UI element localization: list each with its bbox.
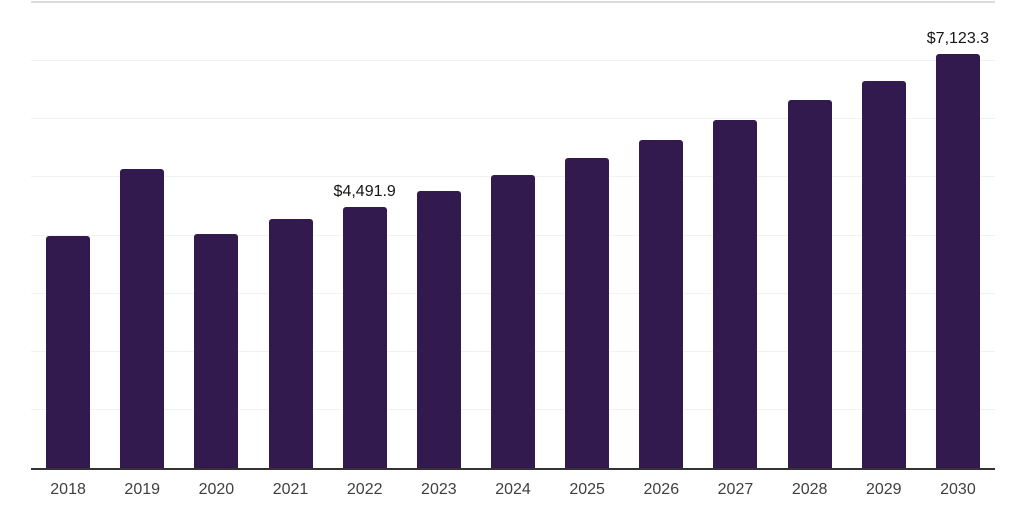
x-tick-2022: 2022 (346, 481, 383, 498)
x-tick-2026: 2026 (643, 481, 680, 498)
x-tick-2019: 2019 (124, 481, 161, 498)
x-tick-2030: 2030 (940, 481, 976, 498)
bar-2028 (787, 99, 832, 468)
bar-2026 (639, 140, 684, 468)
x-tick-2024: 2024 (495, 481, 531, 498)
x-tick-2028: 2028 (791, 481, 828, 498)
bar-2029 (861, 80, 906, 468)
x-tick-2018: 2018 (50, 481, 86, 498)
bar-2023 (416, 191, 461, 468)
gridline-6000 (31, 118, 995, 120)
x-tick-2020: 2020 (198, 481, 235, 498)
x-tick-2029: 2029 (865, 481, 902, 498)
bar-2030 (935, 53, 980, 468)
gridline-7000 (31, 60, 995, 62)
value-label-2022: $4,491.9 (333, 182, 396, 200)
x-tick-2023: 2023 (421, 481, 457, 498)
x-tick-2025: 2025 (569, 481, 605, 498)
bar-2022 (342, 206, 387, 468)
bar-2025 (565, 158, 610, 468)
bar-2019 (120, 169, 165, 468)
bar-2024 (491, 174, 535, 468)
x-tick-2027: 2027 (717, 481, 754, 498)
x-axis: 2018 2019 2020 2021 2022 2023 2024 2025 2026 2027… (31, 482, 995, 504)
x-tick-2021: 2021 (272, 481, 309, 498)
plot-area: $4,491.9 $7,123.3 (31, 1, 995, 470)
bar-2021 (268, 218, 313, 468)
bar-2018 (46, 236, 91, 468)
value-label-2030: $7,123.3 (926, 29, 990, 47)
bar-2027 (713, 120, 758, 468)
bar-2020 (194, 233, 239, 468)
